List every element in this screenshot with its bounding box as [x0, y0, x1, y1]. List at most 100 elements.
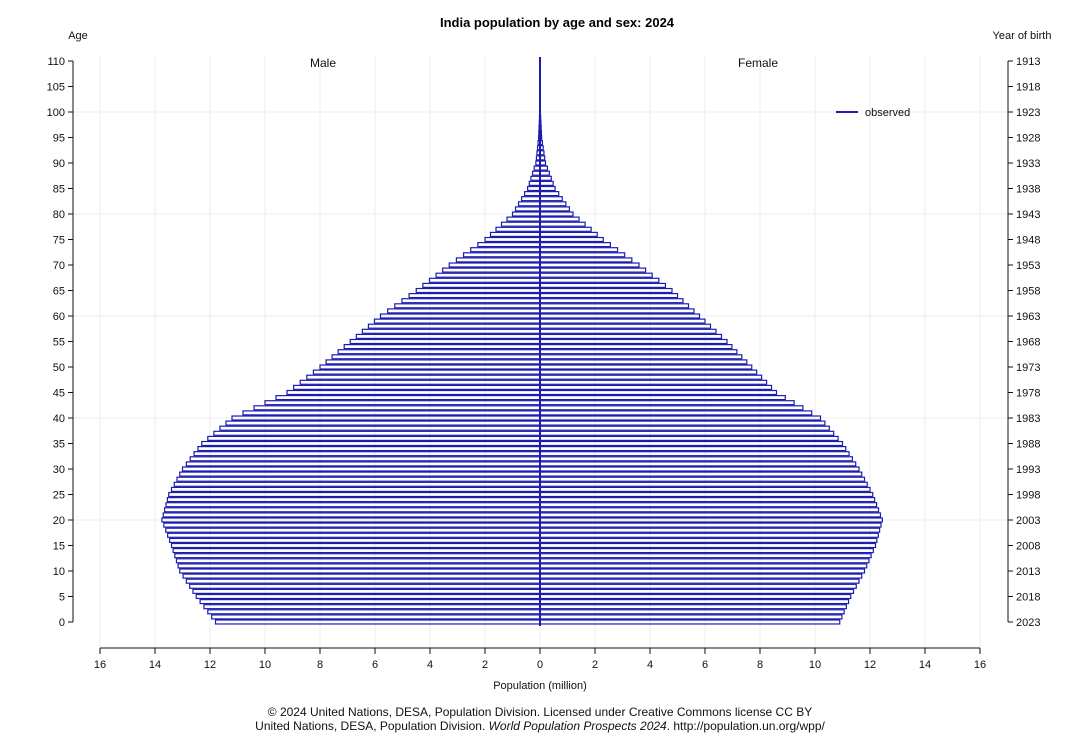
male-bar: [193, 451, 541, 457]
male-bar: [201, 440, 541, 447]
male-bar: [470, 247, 541, 253]
age-tick-label: 55: [53, 337, 65, 349]
female-bar: [539, 282, 667, 288]
female-bar: [539, 323, 712, 329]
female-bar: [539, 558, 870, 564]
birth-year-tick-label: 2003: [1016, 515, 1040, 527]
female-bar: [539, 619, 841, 625]
age-tick-label: 5: [59, 592, 65, 604]
female-bar: [539, 395, 786, 401]
x-axis-title: Population (million): [493, 680, 587, 692]
female-bar: [539, 583, 857, 589]
female-bar: [539, 318, 706, 324]
male-bar: [253, 405, 541, 411]
age-tick-label: 100: [47, 107, 65, 119]
age-tick-label: 60: [53, 311, 65, 323]
male-bar: [207, 609, 541, 615]
female-bar: [539, 384, 773, 390]
female-bar: [539, 308, 695, 314]
birth-year-tick-label: 1943: [1016, 209, 1040, 221]
birth-year-axis-title: Year of birth: [993, 30, 1052, 42]
birth-year-tick-label: 2018: [1016, 592, 1040, 604]
age-tick-label: 35: [53, 439, 65, 451]
female-bar: [539, 573, 863, 579]
male-bar: [165, 527, 541, 533]
male-bar: [213, 430, 541, 436]
male-bar: [166, 497, 541, 503]
x-tick-label: 6: [372, 659, 378, 671]
birth-year-tick-label: 1983: [1016, 413, 1040, 425]
age-tick-label: 20: [53, 515, 65, 527]
birth-year-tick-label: 1968: [1016, 337, 1040, 349]
male-bar: [325, 359, 541, 365]
age-tick-label: 40: [53, 413, 65, 425]
male-bar: [211, 614, 541, 620]
chart-title: India population by age and sex: 2024: [440, 15, 675, 30]
x-tick-label: 14: [149, 659, 161, 671]
female-bar: [539, 430, 835, 436]
female-bar: [539, 451, 850, 457]
male-bar: [523, 191, 541, 197]
birth-year-tick-label: 1958: [1016, 286, 1040, 298]
male-bar: [286, 389, 541, 396]
female-bar: [539, 201, 567, 207]
bars-group: [161, 57, 883, 626]
male-bar: [242, 410, 541, 416]
male-bar: [367, 323, 541, 329]
birth-year-tick-label: 2023: [1016, 617, 1040, 629]
male-bar: [331, 354, 541, 360]
female-bar: [539, 328, 717, 334]
x-tick-label: 10: [259, 659, 271, 671]
legend: observed: [836, 107, 910, 119]
female-bar: [539, 491, 874, 498]
female-bar: [539, 599, 850, 605]
female-bar: [539, 435, 839, 441]
male-bar: [415, 287, 541, 294]
x-tick-label: 2: [482, 659, 488, 671]
female-bar: [539, 497, 876, 503]
female-bar: [539, 338, 728, 345]
female-bar: [539, 374, 763, 380]
male-bar: [394, 303, 541, 309]
male-bar: [530, 175, 541, 181]
age-tick-label: 30: [53, 464, 65, 476]
male-bar: [219, 425, 541, 431]
male-bar: [185, 578, 541, 584]
male-bar: [422, 282, 541, 288]
x-tick-label: 2: [592, 659, 598, 671]
age-tick-label: 80: [53, 209, 65, 221]
female-bar: [539, 553, 872, 559]
male-bar: [514, 206, 541, 212]
male-bar: [527, 185, 541, 192]
birth-year-tick-label: 1948: [1016, 235, 1040, 247]
male-bar: [528, 180, 541, 186]
male-bar: [189, 583, 541, 589]
female-bar: [539, 369, 758, 375]
birth-year-tick-label: 2013: [1016, 566, 1040, 578]
age-tick-label: 10: [53, 566, 65, 578]
age-tick-label: 65: [53, 286, 65, 298]
female-bar: [539, 221, 586, 227]
male-bar: [189, 456, 541, 462]
female-bar: [539, 196, 563, 202]
birth-year-tick-label: 2008: [1016, 541, 1040, 553]
footer-source-url: . http://population.un.org/wpp/: [666, 719, 825, 733]
x-tick-label: 16: [974, 659, 986, 671]
male-bar: [185, 461, 541, 467]
male-bar: [484, 236, 541, 243]
male-bar: [401, 298, 541, 304]
birth-year-tick-label: 1938: [1016, 184, 1040, 196]
male-bar: [164, 507, 541, 513]
male-bar: [275, 395, 541, 401]
age-tick-label: 90: [53, 158, 65, 170]
male-bar: [506, 216, 541, 222]
male-bar: [306, 374, 541, 380]
female-bar: [539, 349, 738, 355]
birth-year-tick-label: 1928: [1016, 133, 1040, 145]
female-bar: [539, 247, 619, 253]
x-tick-label: 12: [204, 659, 216, 671]
birth-year-tick-label: 1988: [1016, 439, 1040, 451]
female-bar: [539, 568, 866, 574]
female-label: Female: [738, 56, 778, 70]
female-bar: [539, 364, 753, 370]
